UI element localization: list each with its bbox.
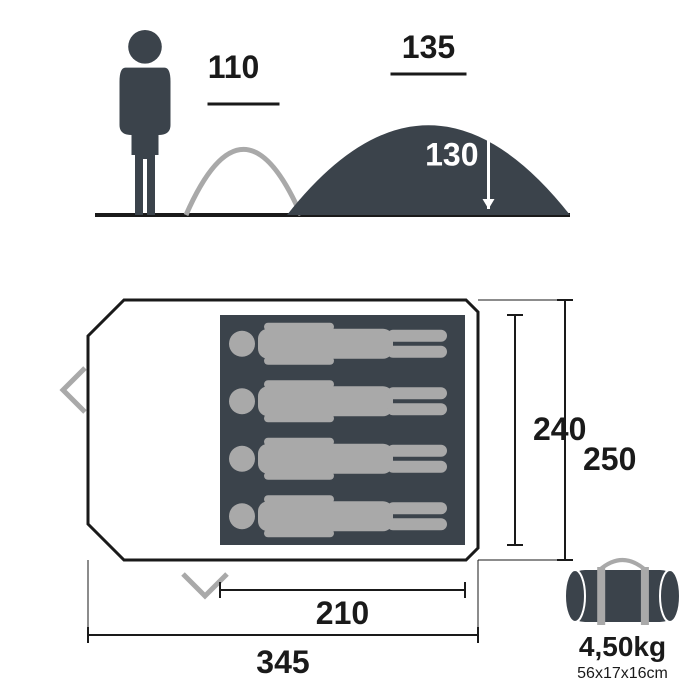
weight-label: 4,50kg <box>579 631 666 662</box>
dome-width-label: 135 <box>402 29 455 65</box>
bag-endcap <box>565 570 585 622</box>
arrowhead <box>483 102 495 112</box>
vestibule-profile <box>186 149 301 215</box>
depth-sleep-label: 240 <box>533 411 586 447</box>
inner-height-label: 130 <box>425 137 478 173</box>
bag-handle <box>600 560 646 570</box>
bag-strap <box>641 567 649 625</box>
tent-spec-diagram: 110 135 130 240250 210345 4,50kg 56x17x16cm <box>0 0 700 700</box>
vestibule-height-label: 110 <box>208 49 260 85</box>
person-body <box>120 68 171 215</box>
bag-strap <box>597 567 605 625</box>
door-chevron <box>63 368 85 412</box>
dim-label: 210 <box>316 595 369 631</box>
packed-size-label: 56x17x16cm <box>577 665 668 682</box>
person-head <box>128 30 162 64</box>
depth-total-label: 250 <box>583 441 636 477</box>
dim-label: 345 <box>256 644 309 680</box>
bag-endcap <box>660 570 680 622</box>
